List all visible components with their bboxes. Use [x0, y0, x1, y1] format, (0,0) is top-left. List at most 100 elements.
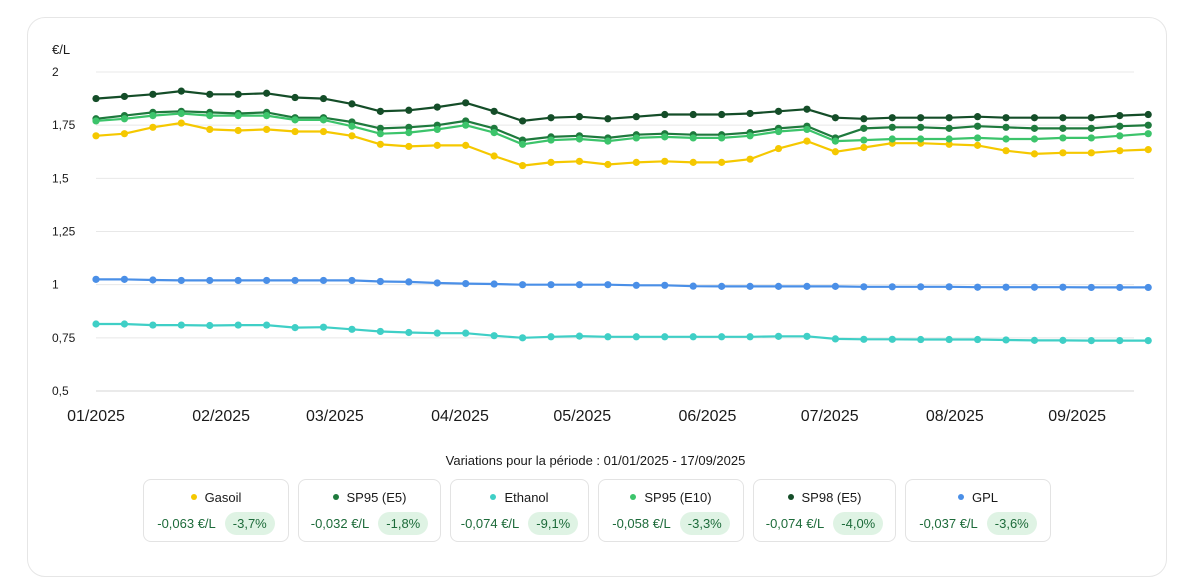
- legend-card-gpl[interactable]: GPL -0,037 €/L -3,6%: [905, 479, 1051, 542]
- data-point: [319, 127, 328, 136]
- y-tick-label: 0,5: [52, 384, 69, 398]
- data-point: [206, 111, 214, 120]
- data-point: [433, 103, 441, 111]
- x-tick-label: 05/2025: [553, 408, 611, 425]
- data-point: [490, 332, 498, 340]
- data-point: [1144, 121, 1152, 129]
- data-point: [518, 140, 527, 148]
- data-point: [774, 127, 783, 136]
- data-point: [149, 90, 157, 98]
- data-point: [405, 142, 413, 151]
- data-point: [575, 332, 584, 340]
- data-point: [632, 113, 640, 121]
- data-point: [803, 332, 811, 340]
- data-point: [1116, 122, 1124, 130]
- data-point: [1059, 114, 1067, 122]
- legend-delta-percent-badge: -4,0%: [833, 512, 884, 535]
- data-point: [1087, 124, 1095, 132]
- data-point: [462, 280, 470, 288]
- legend-card-ethanol[interactable]: Ethanol -0,074 €/L -9,1%: [450, 479, 589, 542]
- data-point: [917, 283, 925, 291]
- data-point: [860, 283, 868, 291]
- data-point: [518, 117, 527, 125]
- data-point: [177, 321, 185, 329]
- data-point: [774, 144, 783, 153]
- data-point: [177, 276, 185, 285]
- data-point: [206, 321, 214, 330]
- legend-dot-icon: [630, 494, 637, 500]
- data-point: [604, 160, 612, 169]
- data-point: [120, 130, 129, 138]
- data-point: [803, 282, 811, 290]
- legend-card-gasoil[interactable]: Gasoil -0,063 €/L -3,7%: [143, 479, 289, 542]
- data-point: [405, 106, 413, 114]
- data-point: [462, 121, 470, 129]
- data-point: [945, 114, 953, 122]
- data-point: [945, 335, 953, 344]
- data-point: [1030, 135, 1039, 143]
- data-point: [547, 114, 555, 122]
- legend-card-sp95-e5[interactable]: SP95 (E5) -0,032 €/L -1,8%: [298, 479, 441, 542]
- legend-fuel-name: GPL: [971, 489, 998, 505]
- x-tick-label: 03/2025: [306, 408, 364, 425]
- data-point: [263, 321, 271, 329]
- series-points: [92, 87, 1152, 345]
- data-point: [291, 324, 299, 332]
- data-point: [746, 282, 754, 290]
- legend-delta-percent-badge: -3,3%: [679, 512, 730, 535]
- data-point: [206, 125, 214, 134]
- data-point: [860, 124, 868, 132]
- data-point: [1002, 114, 1010, 122]
- data-point: [604, 333, 612, 341]
- data-point: [149, 321, 157, 329]
- series-line: [95, 90, 1149, 122]
- data-point: [177, 119, 185, 127]
- y-tick-label: 1: [52, 278, 59, 292]
- data-point: [120, 115, 129, 123]
- legend-card-sp95-e10[interactable]: SP95 (E10) -0,058 €/L -3,3%: [598, 479, 744, 542]
- data-point: [1144, 336, 1152, 345]
- y-tick-label: 0,75: [52, 331, 76, 345]
- y-tick-label: 1,75: [52, 118, 76, 132]
- legend-delta-value: -0,058 €/L: [612, 516, 671, 531]
- data-point: [689, 134, 697, 142]
- data-point: [917, 335, 925, 344]
- data-point: [575, 113, 584, 121]
- data-point: [604, 115, 612, 123]
- data-point: [746, 333, 754, 341]
- data-point: [1087, 134, 1095, 142]
- data-point: [376, 124, 384, 132]
- data-point: [149, 123, 157, 131]
- data-point: [689, 282, 697, 290]
- data-point: [177, 87, 185, 95]
- data-point: [149, 276, 157, 284]
- data-point: [831, 114, 839, 122]
- data-point: [718, 134, 726, 142]
- data-point: [803, 137, 811, 145]
- x-tick-label: 09/2025: [1048, 408, 1106, 425]
- data-point: [973, 134, 982, 142]
- grid-lines: [96, 71, 1134, 392]
- legend-dot-icon: [957, 494, 964, 500]
- data-point: [575, 157, 584, 165]
- series-line: [95, 112, 1149, 146]
- data-point: [1059, 149, 1067, 157]
- x-tick-labels: 01/2025 02/2025 03/2025 04/2025 05/2025 06/20…: [67, 408, 1106, 425]
- data-point: [1030, 336, 1039, 344]
- legend-fuel-name: Ethanol: [504, 489, 549, 505]
- series-lines: [95, 90, 1149, 342]
- data-point: [547, 333, 555, 341]
- data-point: [661, 110, 669, 119]
- data-point: [1059, 124, 1067, 132]
- legend-dot-icon: [332, 494, 339, 500]
- data-point: [376, 277, 384, 286]
- x-tick-label: 07/2025: [801, 408, 859, 425]
- data-point: [433, 141, 441, 149]
- data-point: [689, 110, 697, 119]
- data-point: [490, 129, 498, 137]
- legend-fuel-name: Gasoil: [204, 489, 242, 505]
- data-point: [917, 135, 925, 143]
- data-point: [718, 110, 726, 119]
- legend-card-sp98-e5[interactable]: SP98 (E5) -0,074 €/L -4,0%: [753, 479, 896, 542]
- data-point: [291, 116, 299, 124]
